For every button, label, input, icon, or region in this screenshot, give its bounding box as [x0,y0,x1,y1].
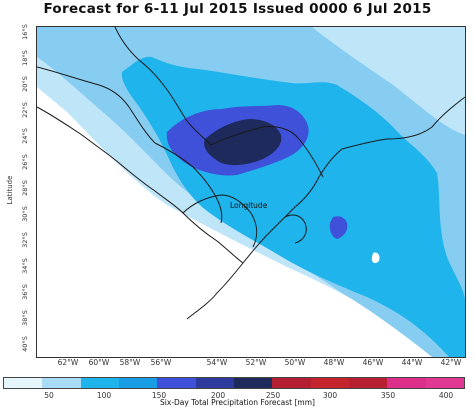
colorbar-tick: 50 [44,391,54,400]
x-axis-label: Longitude [230,201,268,210]
x-tick-label: 58°W [119,358,141,367]
colorbar-segment [310,378,349,388]
x-tick-label: 56°W [150,358,172,367]
colorbar-segment [4,378,43,388]
y-tick-label: 30°S [21,206,29,222]
colorbar-label: Six-Day Total Precipitation Forecast [mm… [160,398,315,407]
x-tick-label: 44°W [401,358,423,367]
x-tick-label: 48°W [323,358,345,367]
border-bolivia [37,66,156,144]
colorbar-tick: 200 [210,391,226,400]
y-tick-label: 20°S [21,76,29,92]
map-canvas [37,27,465,357]
border-argentina [37,106,244,264]
border-brazil [210,126,324,178]
colorbar-segment [425,378,464,388]
precip-patch-coast [329,216,348,239]
colorbar-segment [80,378,119,388]
coastline [186,96,465,320]
y-tick-label: 24°S [21,128,29,144]
x-tick-label: 62°W [57,358,79,367]
y-tick-label: 22°S [21,102,29,118]
y-tick-label: 28°S [21,180,29,196]
y-tick-label: 26°S [21,154,29,170]
colorbar-tick: 400 [438,391,454,400]
colorbar-segment [118,378,158,388]
y-tick-label: 32°S [21,232,29,248]
colorbar-segment [272,378,311,388]
precip-zone-navy [204,119,282,166]
y-axis-label: Latitude [6,175,14,205]
x-tick-label: 42°W [440,358,462,367]
x-tick-label: 52°W [245,358,267,367]
colorbar-tick: 350 [380,391,396,400]
precip-gap [371,252,380,264]
y-tick-label: 16°S [21,24,29,40]
y-tick-label: 36°S [21,284,29,300]
colorbar-segment [233,378,273,388]
x-tick-label: 54°W [206,358,228,367]
precipitation-map [36,26,466,358]
border-lines [37,27,465,320]
colorbar-segment [348,378,388,388]
x-tick-label: 60°W [88,358,110,367]
map-title: Forecast for 6-11 Jul 2015 Issued 0000 6… [43,1,432,17]
border-paraguay [114,27,212,146]
x-tick-label: 46°W [362,358,384,367]
y-tick-label: 34°S [21,258,29,274]
y-tick-label: 40°S [21,336,29,352]
colorbar-tick: 300 [322,391,338,400]
lagoon [284,214,307,244]
colorbar-tick: 250 [265,391,281,400]
colorbar-segment [195,378,234,388]
border-uruguay [182,194,258,248]
colorbar-segment [42,378,81,388]
colorbar-segment [157,378,196,388]
x-tick-label: 50°W [284,358,306,367]
y-tick-label: 38°S [21,310,29,326]
colorbar-tick: 100 [96,391,112,400]
colorbar-segment [387,378,426,388]
river-parana [154,142,223,224]
colorbar-tick: 150 [151,391,167,400]
colorbar [3,377,465,389]
y-tick-label: 18°S [21,50,29,66]
